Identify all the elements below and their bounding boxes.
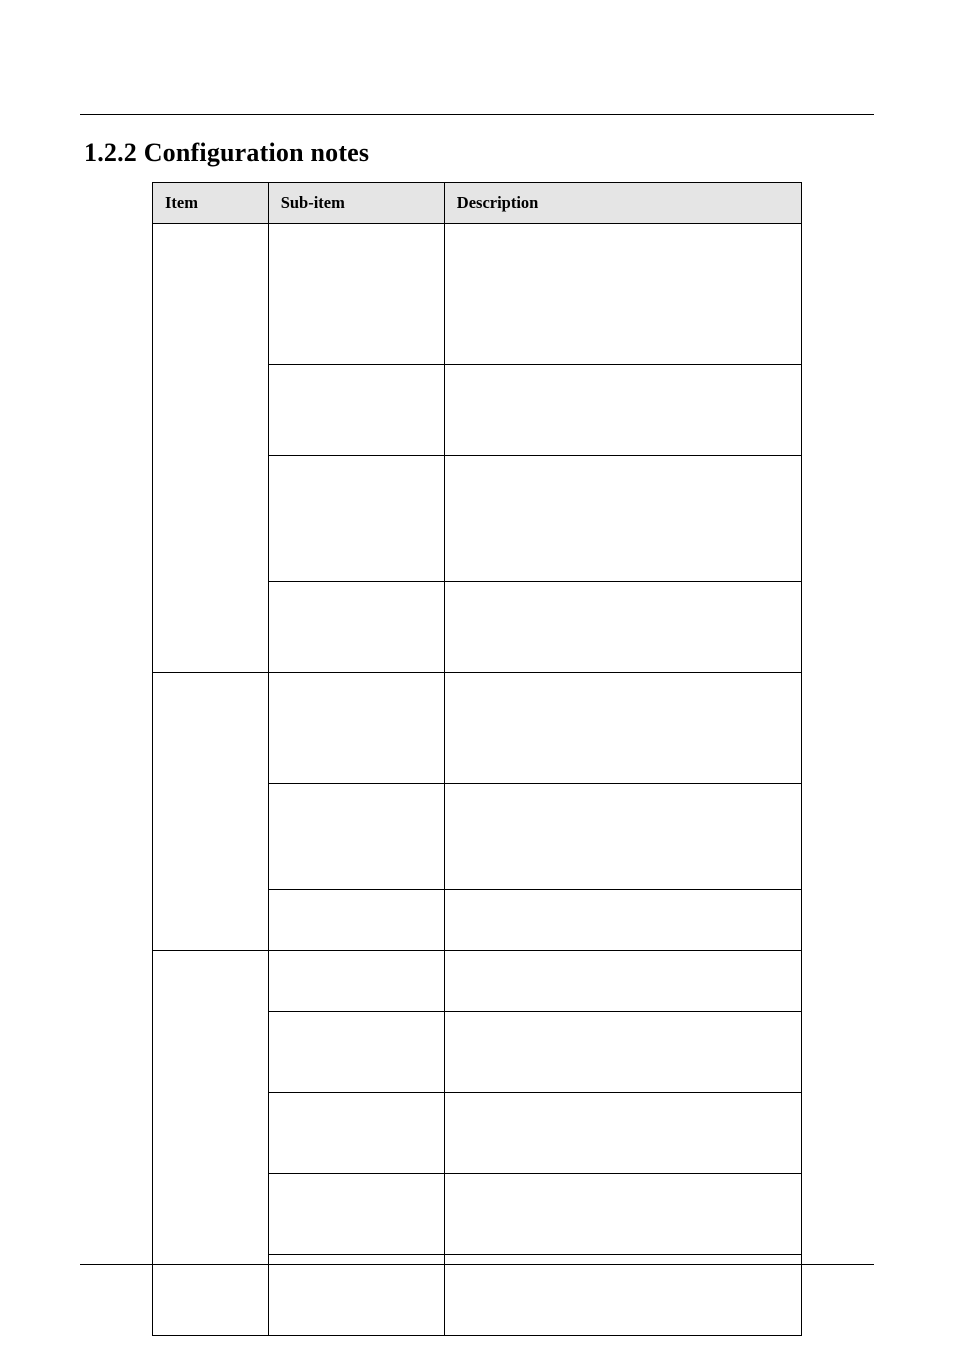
footer-rule: [80, 1264, 874, 1265]
cell-sub-item: [268, 224, 444, 365]
page: 1.2.2 Configuration notes Item Sub-item …: [0, 0, 954, 1350]
table-row: [153, 951, 802, 1012]
section-number: 1.2.2: [84, 138, 137, 167]
cell-description: [444, 1255, 801, 1336]
cell-description: [444, 673, 801, 784]
cell-item: [153, 951, 269, 1336]
cell-description: [444, 224, 801, 365]
col-header-description: Description: [444, 183, 801, 224]
config-table-wrapper: Item Sub-item Description: [152, 182, 802, 1336]
cell-sub-item: [268, 890, 444, 951]
cell-sub-item: [268, 365, 444, 456]
cell-sub-item: [268, 456, 444, 582]
cell-description: [444, 951, 801, 1012]
cell-description: [444, 1093, 801, 1174]
cell-sub-item: [268, 1093, 444, 1174]
cell-sub-item: [268, 1255, 444, 1336]
cell-sub-item: [268, 1012, 444, 1093]
cell-description: [444, 456, 801, 582]
section-heading: 1.2.2 Configuration notes: [84, 138, 874, 168]
config-table: Item Sub-item Description: [152, 182, 802, 1336]
cell-description: [444, 890, 801, 951]
col-header-item: Item: [153, 183, 269, 224]
cell-sub-item: [268, 951, 444, 1012]
table-row: [153, 224, 802, 365]
cell-description: [444, 1012, 801, 1093]
cell-sub-item: [268, 582, 444, 673]
cell-description: [444, 1174, 801, 1255]
cell-description: [444, 365, 801, 456]
cell-sub-item: [268, 673, 444, 784]
cell-sub-item: [268, 1174, 444, 1255]
cell-item: [153, 673, 269, 951]
header-rule: [80, 114, 874, 115]
table-header-row: Item Sub-item Description: [153, 183, 802, 224]
cell-item: [153, 224, 269, 673]
col-header-sub-item: Sub-item: [268, 183, 444, 224]
cell-description: [444, 784, 801, 890]
cell-description: [444, 582, 801, 673]
section-title: Configuration notes: [144, 138, 370, 167]
table-row: [153, 673, 802, 784]
cell-sub-item: [268, 784, 444, 890]
